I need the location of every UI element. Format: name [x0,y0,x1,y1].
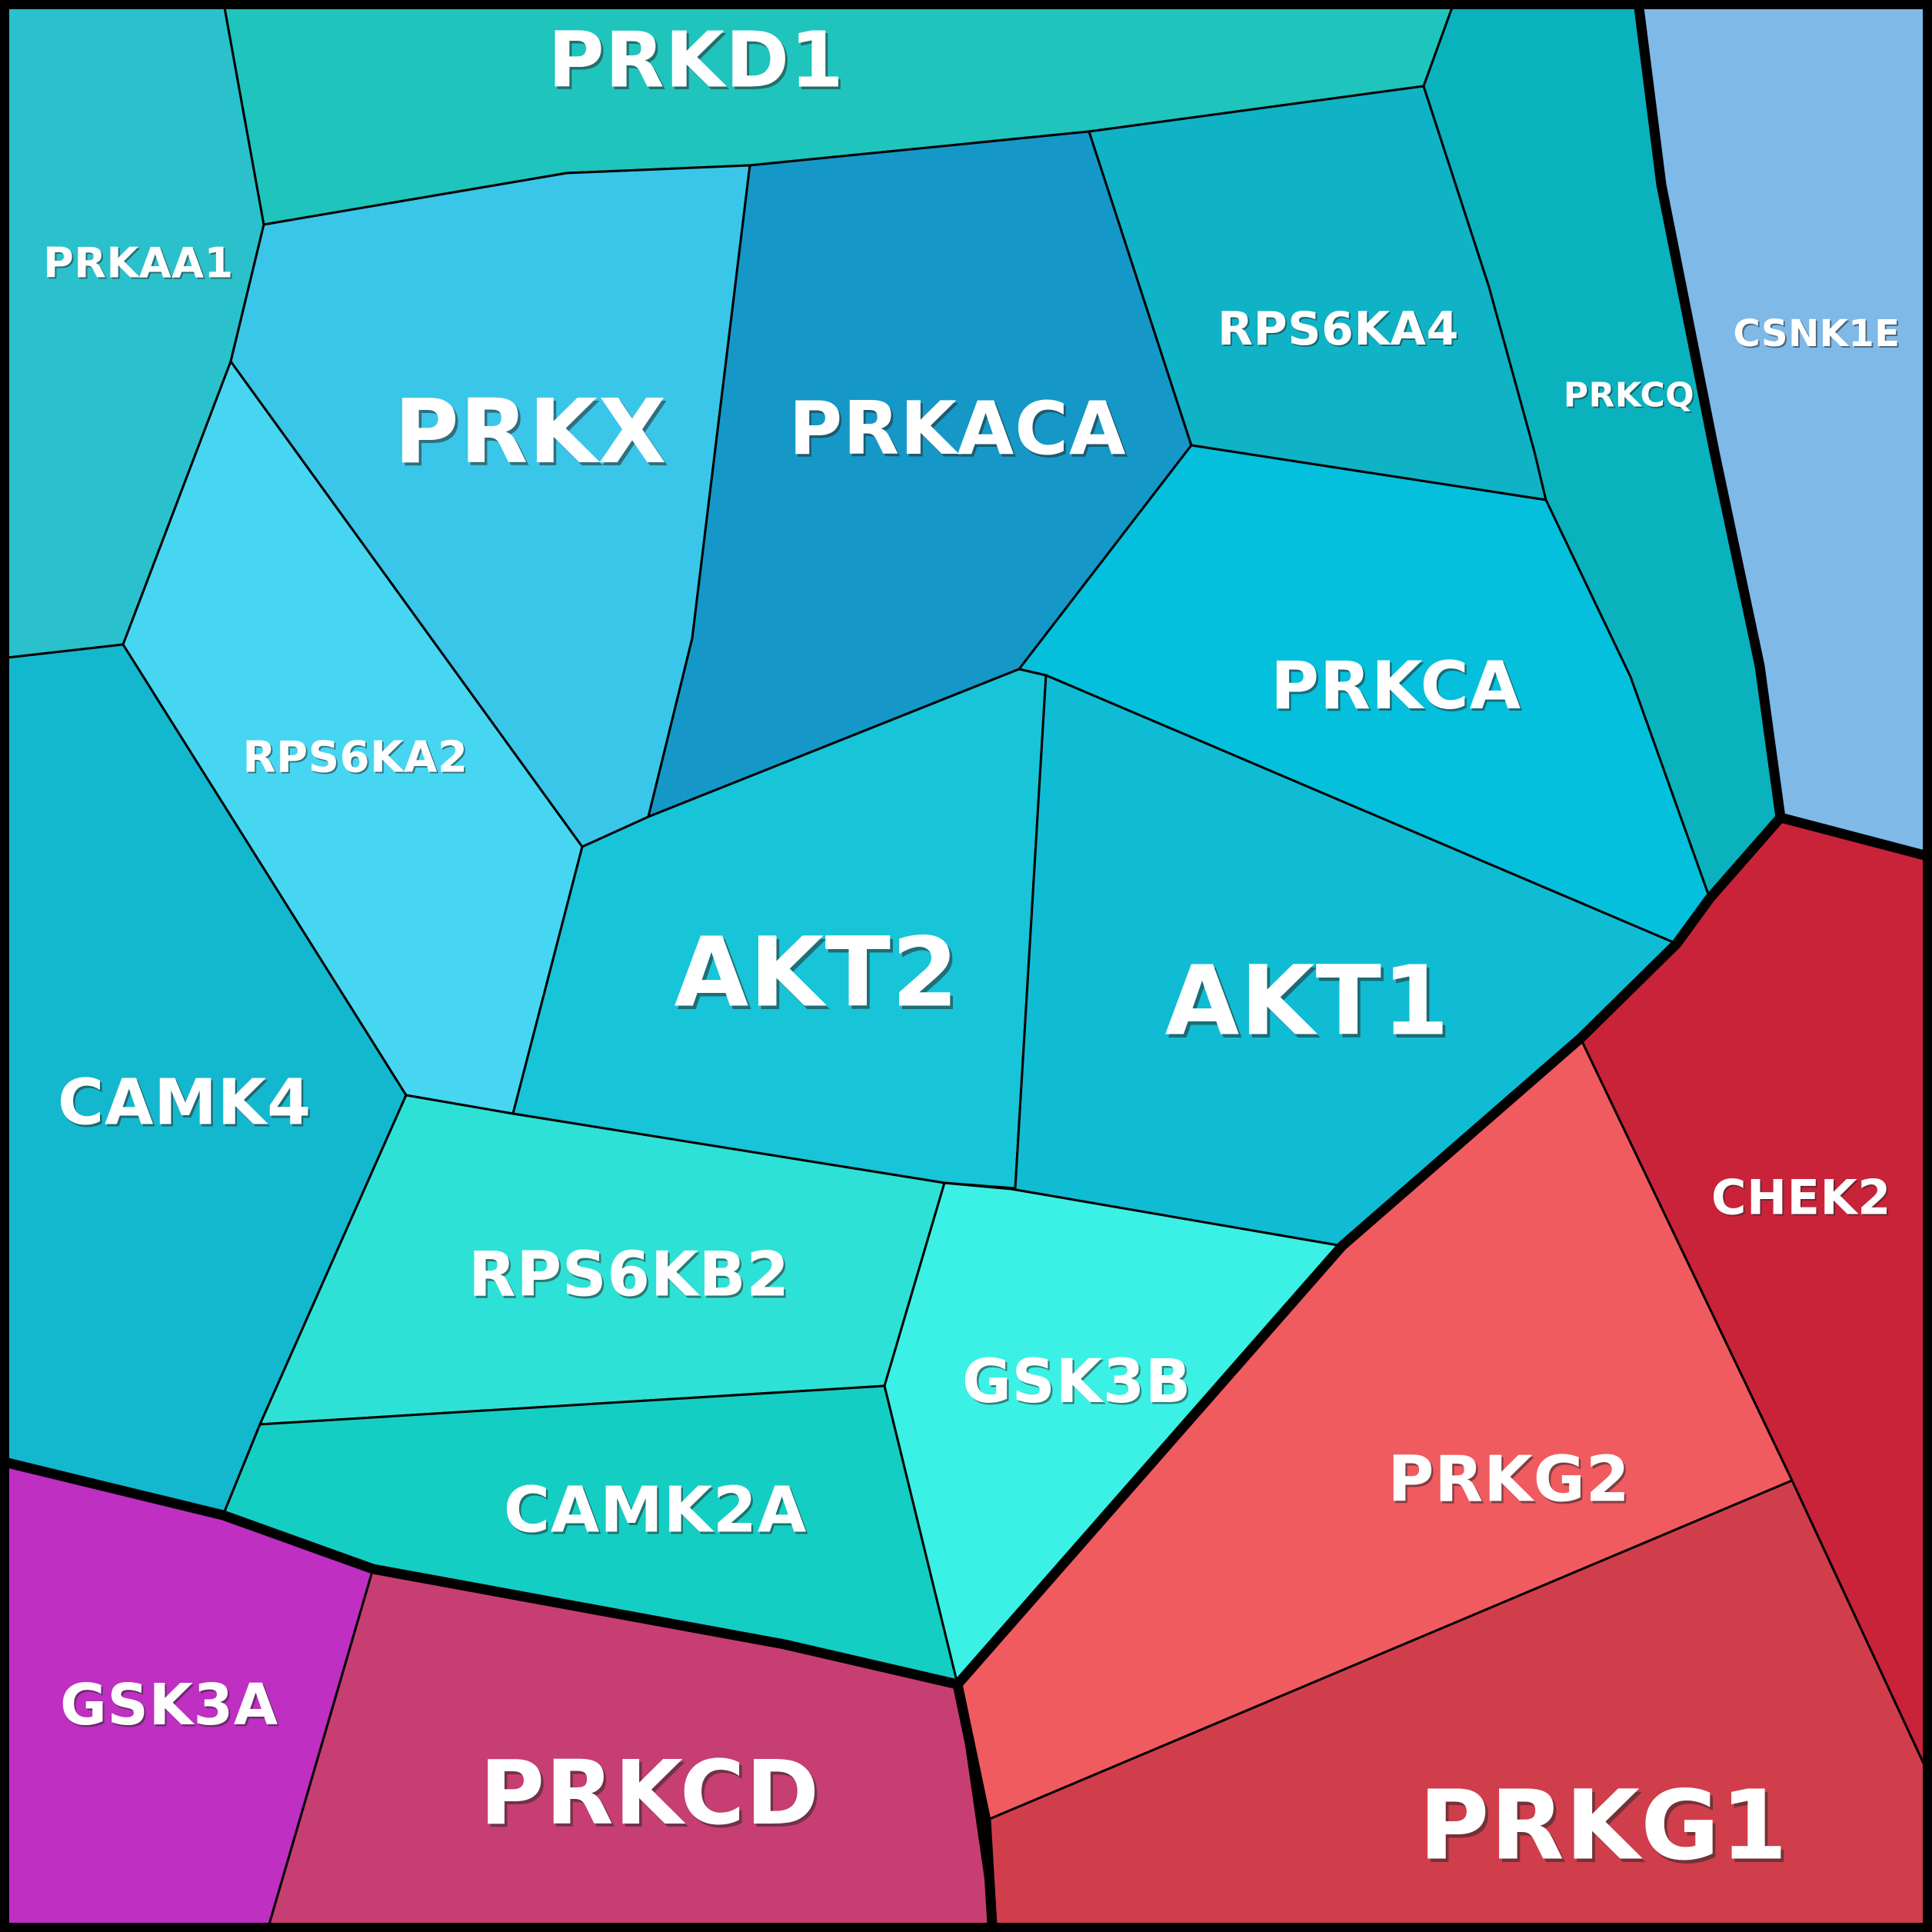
cell-label-chek2: CHEK2 [1711,1170,1891,1226]
cluster-border-2 [952,814,1784,1925]
cell-label-shadow-prkaca: PRKACA [791,389,1128,474]
cell-label-prkg1: PRKG1 [1419,1770,1789,1882]
cell-label-akt2: AKT2 [675,918,960,1029]
cell-label-shadow-akt2: AKT2 [677,921,962,1032]
cell-label-prkx: PRKX [394,381,667,484]
cell-label-camk4: CAMK4 [58,1067,311,1140]
cell-label-prkaca: PRKACA [789,387,1127,471]
cell-label-shadow-camk2a: CAMK2A [505,1476,808,1549]
cell-label-prkd1: PRKD1 [548,15,844,105]
cell-label-prkca: PRKCA [1271,648,1521,724]
cluster-borders-layer [6,7,1926,1925]
cell-label-gsk3b: GSK3B [962,1347,1191,1417]
cluster-border-1 [1779,812,1926,861]
cell-label-shadow-rps6ka4: RPS6KA4 [1219,304,1461,358]
cell-label-shadow-prkca: PRKCA [1273,650,1524,727]
cell-label-rps6ka4: RPS6KA4 [1217,302,1459,356]
cell-label-shadow-csnk1e: CSNK1E [1734,314,1901,357]
cluster-border-0 [1634,7,1786,818]
cells-layer [6,6,1926,1926]
cell-label-shadow-chek2: CHEK2 [1713,1171,1893,1227]
cell-label-rps6ka2: RPS6KA2 [242,733,468,783]
cell-label-shadow-prkg2: PRKG2 [1390,1445,1632,1518]
cell-label-shadow-prkaa1: PRKAA1 [45,241,235,289]
cell-label-akt1: AKT1 [1165,946,1451,1058]
cell-label-prkaa1: PRKAA1 [43,239,233,288]
cell-label-prkcd: PRKCD [480,1742,820,1845]
cell-label-shadow-prkx: PRKX [397,384,670,487]
cell-label-camk2a: CAMK2A [504,1474,807,1547]
cell-label-shadow-akt1: AKT1 [1168,949,1453,1061]
cell-label-shadow-prkg1: PRKG1 [1421,1774,1791,1885]
cell-label-prkg2: PRKG2 [1387,1444,1630,1517]
labels-layer: PRKAA1PRKAA1PRKD1PRKD1PRKXPRKXRPS6KA2RPS… [43,15,1901,1885]
cluster-border-3 [6,1457,959,1690]
cell-label-rps6kb2: RPS6KB2 [468,1239,790,1311]
cell-label-gsk3a: GSK3A [60,1672,278,1738]
cell-label-shadow-gsk3a: GSK3A [62,1674,280,1740]
cell-label-prkcq: PRKCQ [1564,376,1694,415]
cell-label-shadow-prkcd: PRKCD [482,1745,822,1848]
cell-label-shadow-rps6ka2: RPS6KA2 [244,734,469,784]
cell-label-shadow-prkd1: PRKD1 [550,18,846,108]
cell-label-shadow-rps6kb2: RPS6KB2 [471,1241,792,1312]
cell-label-shadow-camk4: CAMK4 [59,1068,313,1141]
cell-label-shadow-gsk3b: GSK3B [964,1350,1193,1419]
cell-label-shadow-prkcq: PRKCQ [1565,378,1696,417]
cell-label-csnk1e: CSNK1E [1733,312,1900,355]
